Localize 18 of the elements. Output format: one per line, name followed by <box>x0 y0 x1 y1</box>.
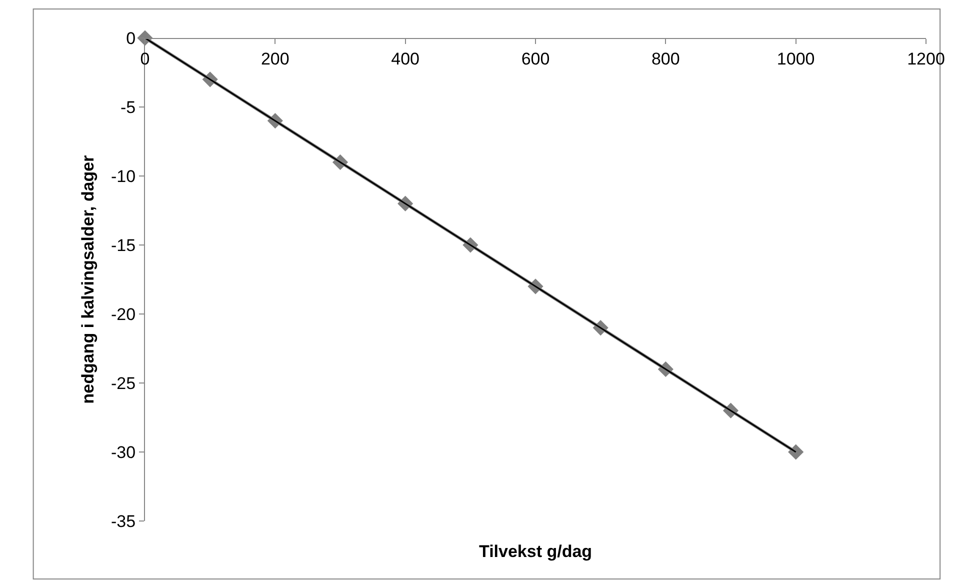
y-tick-label: -15 <box>111 236 136 255</box>
y-axis-title: nedgang i kalvingsalder, dager <box>78 154 98 404</box>
point <box>788 444 804 460</box>
x-tick-label: 800 <box>651 49 680 68</box>
y-tick-label: -35 <box>111 512 136 531</box>
x-tick-label: 400 <box>391 49 420 68</box>
x-tick-label: 600 <box>521 49 550 68</box>
x-tick-label: 1000 <box>776 49 815 68</box>
y-tick-label: -20 <box>111 304 136 324</box>
y-tick-label: -10 <box>111 166 136 186</box>
y-tick-label: 0 <box>126 28 136 48</box>
x-tick-label: 1200 <box>907 49 945 68</box>
y-tick-label: -25 <box>111 374 136 393</box>
x-axis-title: Tilvekst g/dag <box>479 542 592 561</box>
y-tick-label: -5 <box>120 98 136 117</box>
y-tick-label: -30 <box>111 442 136 462</box>
x-tick-label: 0 <box>140 49 150 68</box>
x-tick-label: 200 <box>260 49 290 68</box>
